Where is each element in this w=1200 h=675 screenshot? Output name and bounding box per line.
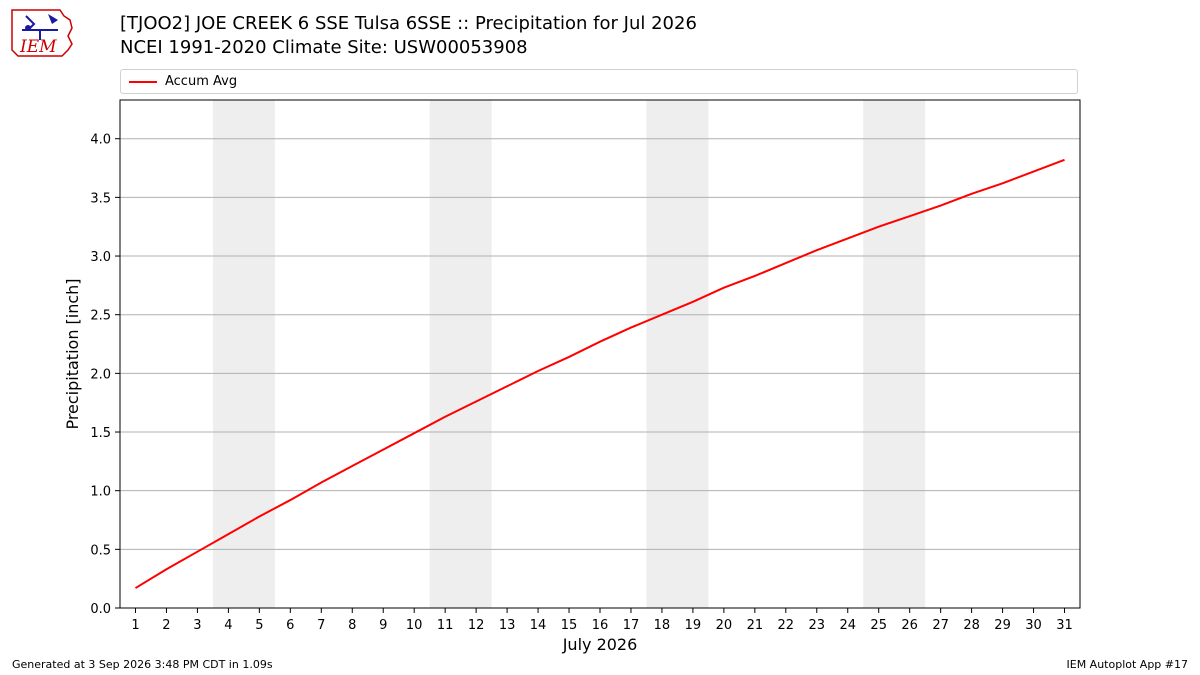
y-tick-label-0: 0.0 [90, 602, 111, 617]
legend-label-accum-avg: Accum Avg [165, 74, 238, 89]
x-tick-label-5: 6 [286, 618, 294, 633]
y-tick-label-4: 2.0 [90, 367, 111, 382]
x-tick-label-17: 18 [654, 618, 671, 633]
iem-logo-icon: IEM [11, 9, 73, 57]
x-tick-label-4: 5 [255, 618, 263, 633]
y-tick-label-6: 3.0 [90, 250, 111, 265]
generated-timestamp: Generated at 3 Sep 2026 3:48 PM CDT in 1… [12, 658, 273, 671]
weekend-shade-3 [863, 100, 926, 608]
x-tick-label-11: 12 [468, 618, 485, 633]
legend: Accum Avg [120, 69, 1078, 94]
legend-swatch-accum-avg [129, 81, 157, 83]
x-tick-label-22: 23 [809, 618, 826, 633]
x-tick-label-27: 28 [963, 618, 980, 633]
weekend-shade-1 [429, 100, 492, 608]
x-tick-label-21: 22 [778, 618, 795, 633]
x-tick-label-8: 9 [379, 618, 387, 633]
x-tick-label-13: 14 [530, 618, 547, 633]
x-tick-label-29: 30 [1025, 618, 1042, 633]
x-tick-label-6: 7 [317, 618, 325, 633]
x-tick-label-16: 17 [623, 618, 640, 633]
x-tick-label-3: 4 [224, 618, 232, 633]
x-tick-label-0: 1 [131, 618, 139, 633]
x-tick-label-25: 26 [901, 618, 918, 633]
y-tick-label-7: 3.5 [90, 191, 111, 206]
x-tick-label-30: 31 [1056, 618, 1073, 633]
weekend-shade-0 [212, 100, 275, 608]
x-tick-label-20: 21 [747, 618, 764, 633]
y-tick-label-1: 0.5 [90, 543, 111, 558]
chart-title: [TJOO2] JOE CREEK 6 SSE Tulsa 6SSE :: Pr… [120, 13, 697, 34]
x-tick-label-23: 24 [839, 618, 856, 633]
y-tick-label-5: 2.5 [90, 309, 111, 324]
x-tick-label-24: 25 [870, 618, 887, 633]
x-tick-label-10: 11 [437, 618, 454, 633]
x-tick-label-19: 20 [716, 618, 733, 633]
x-tick-label-26: 27 [932, 618, 949, 633]
x-tick-label-14: 15 [561, 618, 578, 633]
x-tick-label-15: 16 [592, 618, 609, 633]
y-tick-label-2: 1.0 [90, 485, 111, 500]
x-tick-label-28: 29 [994, 618, 1011, 633]
x-tick-label-18: 19 [685, 618, 702, 633]
app-label: IEM Autoplot App #17 [1066, 658, 1189, 671]
x-tick-label-9: 10 [406, 618, 423, 633]
iem-logo-text: IEM [19, 37, 57, 57]
x-tick-label-1: 2 [162, 618, 170, 633]
x-tick-label-12: 13 [499, 618, 516, 633]
x-tick-label-7: 8 [348, 618, 356, 633]
y-axis-label: Precipitation [inch] [63, 278, 82, 429]
y-tick-label-8: 4.0 [90, 133, 111, 148]
x-tick-label-2: 3 [193, 618, 201, 633]
series-line-accum-avg [134, 158, 1065, 589]
x-axis-label: July 2026 [562, 635, 638, 654]
chart-subtitle: NCEI 1991-2020 Climate Site: USW00053908 [120, 37, 528, 58]
weekend-shade-2 [646, 100, 709, 608]
y-tick-label-3: 1.5 [90, 426, 111, 441]
